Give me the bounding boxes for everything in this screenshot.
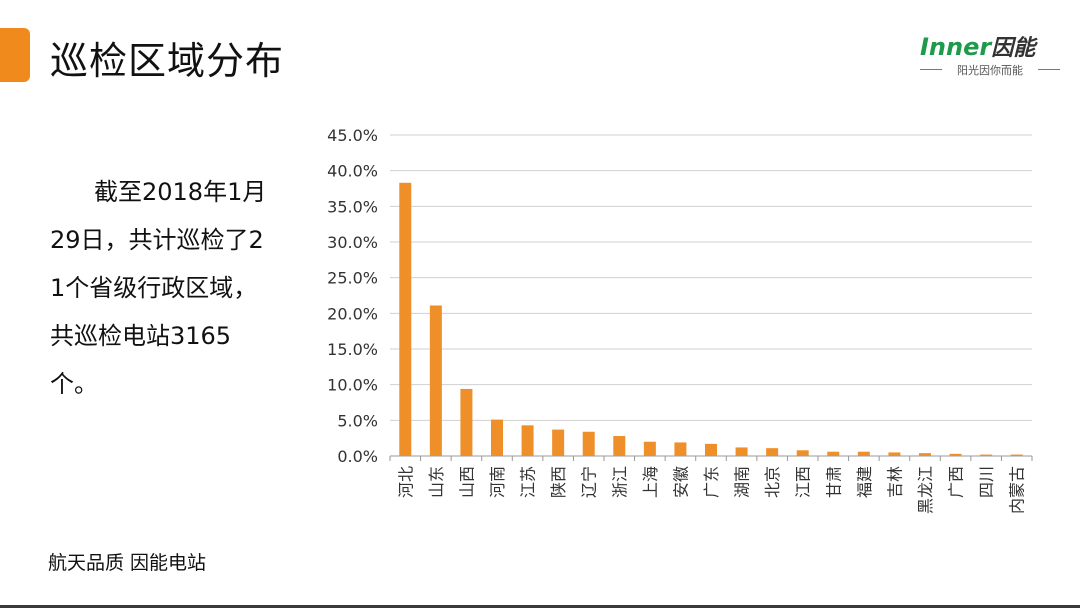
- y-tick-label: 40.0%: [327, 162, 378, 181]
- y-tick-label: 0.0%: [337, 447, 378, 466]
- x-tick-label: 上海: [641, 466, 660, 498]
- x-tick-label: 北京: [763, 466, 782, 498]
- y-tick-label: 10.0%: [327, 376, 378, 395]
- bar-14: [827, 451, 840, 456]
- x-tick-label: 福建: [855, 466, 874, 498]
- y-tick-label: 45.0%: [327, 126, 378, 145]
- bar-19: [980, 454, 993, 456]
- x-tick-label: 吉林: [885, 466, 904, 498]
- bar-13: [796, 450, 809, 456]
- brand-logo: Inner因能 阳光因你而能: [920, 30, 1060, 82]
- bar-15: [857, 451, 870, 456]
- x-tick-label: 辽宁: [580, 466, 599, 498]
- summary-text: 截至2018年1月29日，共计巡检了21个省级行政区域，共巡检电站3165个。: [50, 178, 267, 398]
- bar-4: [521, 425, 534, 456]
- bar-2: [460, 388, 473, 456]
- logo-latin: Inner: [920, 33, 992, 61]
- logo-wordmark: Inner因能: [920, 30, 1035, 62]
- logo-cn: 因能: [991, 36, 1036, 61]
- x-tick-label: 湖南: [733, 466, 752, 498]
- y-tick-labels: 0.0% 5.0% 10.0% 15.0% 20.0% 25.0% 30.0% 35.0% 40…: [327, 126, 378, 466]
- x-tick-label: 广西: [947, 466, 966, 498]
- x-tick-label: 安徽: [671, 466, 690, 498]
- bar-5: [552, 429, 565, 456]
- logo-tagline: 阳光因你而能: [920, 62, 1060, 78]
- grid-lines: [389, 134, 1033, 461]
- x-tick-labels: 河北 山东 山西 河南 江苏 陕西 辽宁 浙江 上海 安徽 广东 湖南 北京 江西 甘肃 福建 吉林 黑龙江 广西四…: [396, 466, 1026, 514]
- bar-12: [766, 448, 779, 456]
- x-tick-label: 黑龙江: [916, 466, 935, 514]
- x-tick-label: 江西: [794, 466, 813, 498]
- y-tick-label: 30.0%: [327, 233, 378, 252]
- x-tick-label: 河南: [488, 466, 507, 498]
- bars: [399, 182, 1023, 456]
- x-tick-label: 山东: [427, 466, 446, 498]
- bar-chart: 0.0% 5.0% 10.0% 15.0% 20.0% 25.0% 30.0% 35.0% 40…: [327, 126, 1033, 514]
- accent-bar: [0, 28, 30, 82]
- x-tick-label: 江苏: [519, 466, 538, 498]
- bar-17: [919, 453, 931, 456]
- y-tick-label: 25.0%: [327, 269, 378, 288]
- x-tick-label: 内蒙古: [1008, 466, 1027, 514]
- bar-7: [613, 436, 626, 456]
- y-tick-label: 5.0%: [337, 411, 378, 430]
- bar-18: [949, 453, 962, 456]
- bar-10: [705, 443, 717, 456]
- bar-9: [674, 442, 687, 456]
- bar-1: [429, 305, 442, 456]
- x-tick-label: 广东: [702, 466, 721, 498]
- bottom-rule: [0, 605, 1080, 608]
- y-tick-label: 15.0%: [327, 340, 378, 359]
- x-tick-label: 四川: [977, 466, 996, 498]
- bar-20: [1010, 454, 1023, 456]
- x-tick-label: 山西: [457, 466, 476, 498]
- footer-text: 航天品质 因能电站: [48, 552, 207, 574]
- x-tick-label: 甘肃: [824, 466, 843, 498]
- bar-8: [643, 441, 656, 456]
- bar-3: [491, 419, 503, 456]
- bar-16: [888, 452, 901, 456]
- x-tick-label: 浙江: [610, 466, 629, 498]
- bar-0: [399, 182, 412, 456]
- page-title: 巡检区域分布: [50, 39, 285, 83]
- bar-11: [735, 447, 748, 456]
- x-tick-label: 陕西: [549, 466, 568, 498]
- y-tick-label: 35.0%: [327, 197, 378, 216]
- y-tick-label: 20.0%: [327, 304, 378, 323]
- bar-6: [582, 431, 595, 456]
- x-tick-label: 河北: [396, 466, 415, 498]
